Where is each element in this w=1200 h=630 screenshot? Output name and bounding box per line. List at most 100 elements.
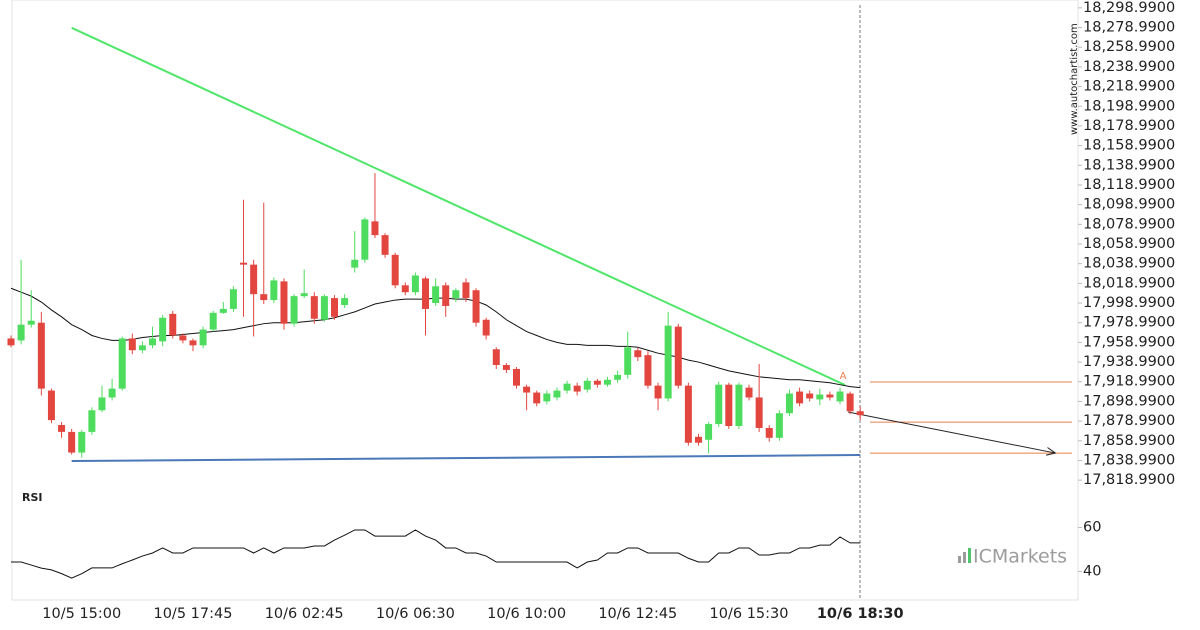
x-tick-label: 10/6 02:45 <box>265 606 344 622</box>
candle-body <box>179 335 187 341</box>
x-tick-label: 10/6 10:00 <box>487 606 566 622</box>
candle-body <box>128 338 136 351</box>
candle-body <box>229 289 237 309</box>
candle-body <box>573 385 581 392</box>
candle-body <box>482 319 490 336</box>
trendline <box>848 411 1055 453</box>
candle-body <box>341 298 349 305</box>
candle-body <box>209 312 217 330</box>
y-tick-label: 18,278.9900 <box>1083 20 1175 36</box>
candle-body <box>806 393 814 399</box>
candle-body <box>88 410 96 432</box>
x-tick-label: 10/6 06:30 <box>376 606 455 622</box>
y-tick-label: 18,038.9900 <box>1083 256 1175 272</box>
candle-body <box>765 427 773 438</box>
y-tick-label: 18,178.9900 <box>1083 118 1175 134</box>
candle-body <box>118 338 126 389</box>
x-tick-label: 10/5 17:45 <box>153 606 232 622</box>
candle-body <box>745 387 753 398</box>
candle-body <box>452 290 460 299</box>
candle-body <box>836 391 844 402</box>
candle-body <box>58 425 66 432</box>
candle-body <box>391 254 399 286</box>
candle-body <box>37 322 45 389</box>
y-tick-label: 17,978.9900 <box>1083 315 1175 331</box>
candle-body <box>846 393 854 412</box>
x-tick-label: 10/5 15:00 <box>42 606 121 622</box>
logo: ICMarkets <box>973 546 1067 568</box>
x-tick-label: 10/6 15:30 <box>710 606 789 622</box>
candle-body <box>320 296 328 320</box>
candle-body <box>533 392 541 404</box>
candle-body <box>785 393 793 414</box>
candle-body <box>270 280 278 301</box>
candle-body <box>644 355 652 386</box>
candle-body <box>189 340 197 346</box>
candle-body <box>199 329 207 346</box>
annotation: A <box>840 371 847 382</box>
candle-body <box>331 298 339 317</box>
trendline <box>71 26 846 386</box>
y-tick-label: 18,218.9900 <box>1083 79 1175 95</box>
plot-area <box>11 0 1079 601</box>
candle-body <box>563 383 571 391</box>
candle-body <box>725 384 733 427</box>
candle-body <box>826 394 834 398</box>
y-tick-label: 17,818.9900 <box>1083 472 1175 488</box>
y-tick-label: 18,258.9900 <box>1083 39 1175 55</box>
y-tick-label: 17,858.9900 <box>1083 433 1175 449</box>
candle-body <box>664 325 672 399</box>
y-tick-label: 18,018.9900 <box>1083 275 1175 291</box>
candle-body <box>98 397 106 411</box>
candle-body <box>361 219 369 260</box>
rsi-label: RSI <box>22 491 43 504</box>
rsi-tick-label: 60 <box>1083 520 1101 536</box>
watermark: www.autochartist.com <box>1069 23 1080 135</box>
candle-body <box>472 290 480 323</box>
candle-body <box>442 285 450 306</box>
candle-body <box>351 259 359 268</box>
candle-body <box>159 317 167 342</box>
candle-body <box>583 380 591 390</box>
candle-body <box>634 350 642 358</box>
candle-body <box>553 390 561 398</box>
candle-body <box>169 313 177 336</box>
candle-body <box>796 391 804 404</box>
y-tick-label: 17,838.9900 <box>1083 452 1175 468</box>
candle-body <box>300 293 308 297</box>
candle-body <box>543 393 551 402</box>
candle-body <box>654 385 662 399</box>
rsi-tick-label: 40 <box>1083 563 1101 579</box>
y-tick-label: 18,298.9900 <box>1083 0 1175 16</box>
candle-body <box>240 262 248 265</box>
candle-body <box>371 221 379 236</box>
logo-icon <box>958 548 971 563</box>
y-tick-label: 17,938.9900 <box>1083 354 1175 370</box>
candle-body <box>138 345 146 351</box>
candle-body <box>694 436 702 443</box>
candle-body <box>27 320 35 325</box>
candle-body <box>684 385 692 443</box>
candle-body <box>381 235 389 255</box>
y-tick-label: 17,918.9900 <box>1083 374 1175 390</box>
candle-body <box>280 281 288 324</box>
y-tick-label: 18,198.9900 <box>1083 98 1175 114</box>
candle-body <box>78 431 86 453</box>
x-tick-label: 10/6 18:30 <box>817 606 904 622</box>
candle-body <box>290 296 298 324</box>
y-tick-label: 17,878.9900 <box>1083 413 1175 429</box>
candle-body <box>614 374 622 380</box>
candle-body <box>108 388 116 398</box>
y-tick-label: 17,898.9900 <box>1083 393 1175 409</box>
candle-body <box>68 431 76 453</box>
candle-body <box>310 296 318 319</box>
candle-body <box>219 308 227 313</box>
candle-body <box>7 338 15 346</box>
candle-body <box>149 338 157 346</box>
candle-body <box>492 349 500 366</box>
candle-body <box>502 365 510 370</box>
candle-body <box>593 380 601 385</box>
candle-body <box>735 384 743 427</box>
candle-body <box>856 411 864 416</box>
